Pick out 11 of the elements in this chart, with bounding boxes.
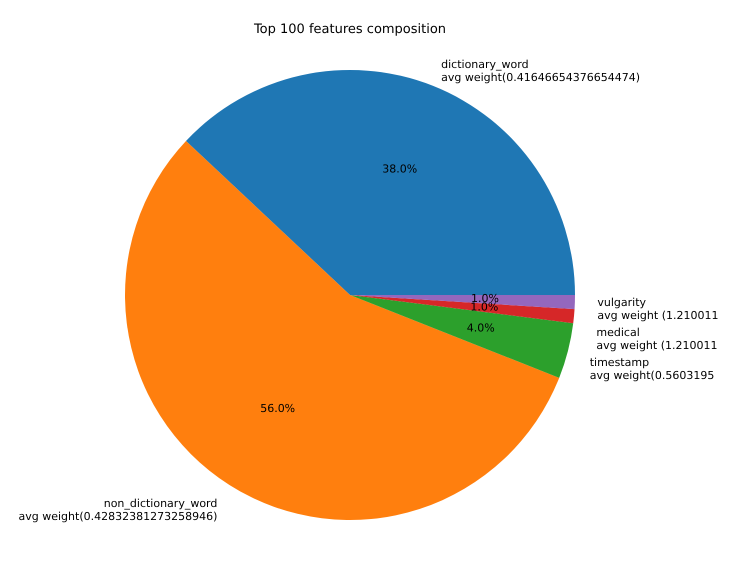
data-label: 38.0%: [382, 162, 418, 176]
pie-slice: [350, 295, 575, 324]
slice-label: dictionary_word avg weight(0.41646654376654474): [441, 58, 640, 84]
slice-label: non_dictionary_word avg weight(0.42832381273258946): [18, 496, 218, 523]
data-label: 4.0%: [466, 322, 495, 335]
data-label: 56.0%: [260, 402, 296, 415]
pie-slice: [350, 295, 574, 378]
slice-label: vulgarity avg weight (1.210011: [597, 296, 718, 322]
slice-label: medical avg weight (1.210011: [596, 326, 718, 352]
slice-label: timestamp avg weight(0.5603195: [590, 356, 714, 382]
chart-title: Top 100 features composition: [252, 22, 446, 37]
